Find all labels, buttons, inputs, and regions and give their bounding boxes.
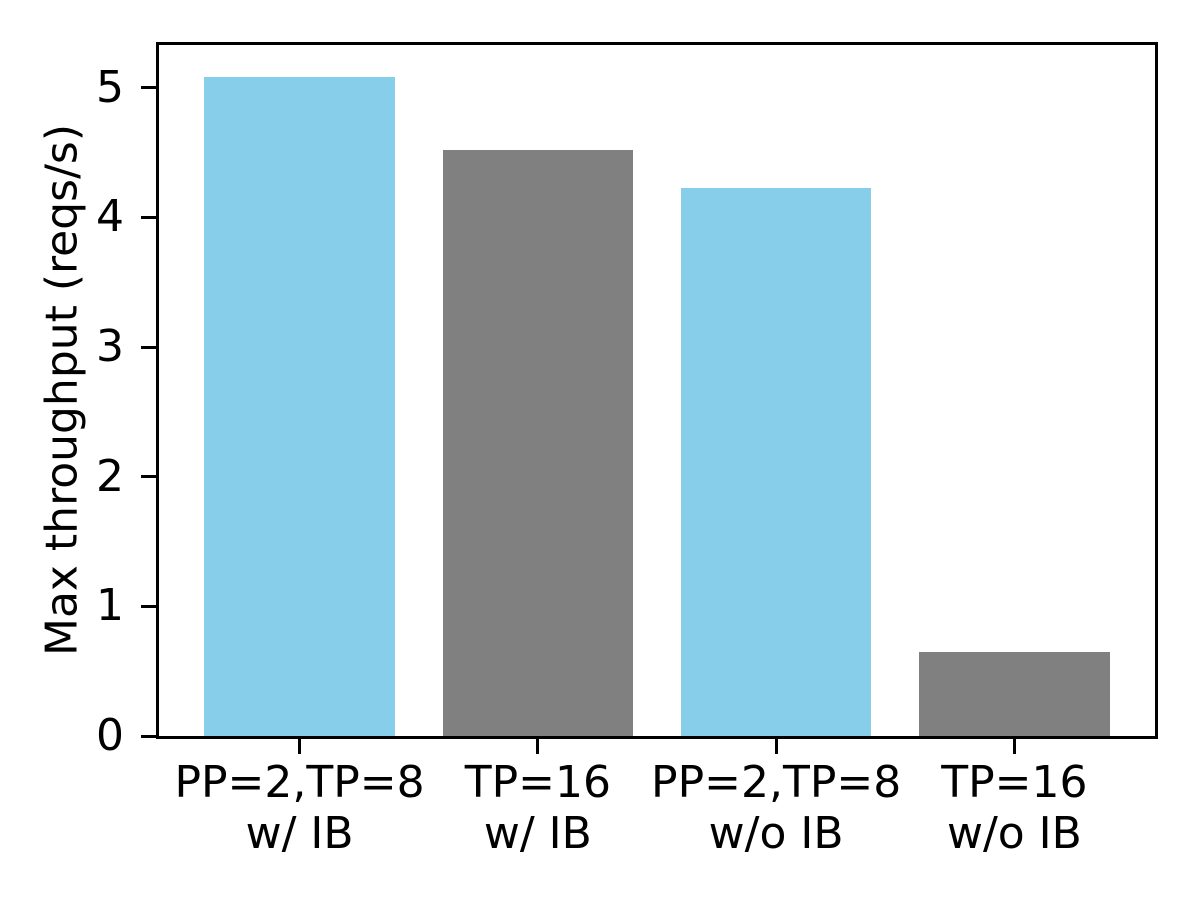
y-tick-mark — [141, 345, 156, 349]
y-tick-label: 5 — [96, 61, 124, 113]
y-tick-label: 3 — [96, 321, 124, 373]
x-tick-mark — [774, 739, 778, 754]
y-tick-mark — [141, 604, 156, 608]
bar — [204, 77, 395, 736]
y-tick-label: 4 — [96, 191, 124, 243]
y-tick-mark — [141, 215, 156, 219]
bar — [919, 651, 1110, 736]
x-tick-label: TP=16 w/o IB — [941, 757, 1088, 859]
y-tick-mark — [141, 475, 156, 479]
y-tick-label: 2 — [96, 450, 124, 502]
y-tick-mark — [141, 734, 156, 738]
x-tick-label: PP=2,TP=8 w/o IB — [651, 757, 902, 859]
y-tick-label: 0 — [96, 710, 124, 761]
bar — [442, 150, 634, 736]
y-tick-mark — [141, 86, 156, 90]
plot-area: PP=2,TP=8 w/ IB TP=16 w/ IB PP=2,TP=8 w/o … — [96, 42, 1158, 859]
x-tick-mark — [536, 739, 540, 754]
bar — [680, 187, 872, 736]
x-tick-mark — [298, 739, 302, 754]
y-tick-label: 1 — [96, 580, 124, 632]
x-tick-label: PP=2,TP=8 w/ IB — [174, 757, 425, 859]
x-tick-label: TP=16 w/ IB — [464, 757, 611, 859]
x-tick-mark — [1012, 739, 1016, 754]
